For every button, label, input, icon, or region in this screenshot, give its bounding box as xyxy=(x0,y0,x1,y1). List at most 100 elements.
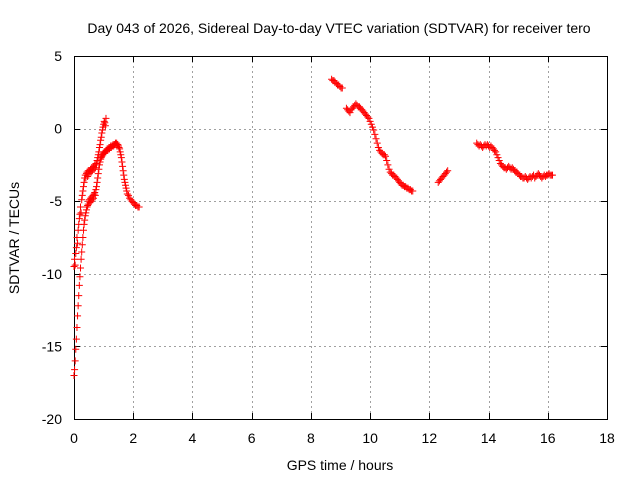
data-point xyxy=(84,173,92,181)
data-point xyxy=(74,302,82,310)
data-point xyxy=(384,161,392,169)
y-tick-label: -20 xyxy=(42,411,62,427)
y-tick-label: 5 xyxy=(54,48,62,64)
data-point xyxy=(98,129,106,137)
data-point xyxy=(374,143,382,151)
data-point xyxy=(97,136,105,144)
chart-title: Day 043 of 2026, Sidereal Day-to-day VTE… xyxy=(87,20,590,36)
data-point xyxy=(94,170,102,178)
data-point xyxy=(77,203,85,211)
x-tick-label: 14 xyxy=(481,430,497,446)
data-point xyxy=(87,168,95,176)
data-point xyxy=(90,194,98,202)
data-point xyxy=(95,143,103,151)
data-point xyxy=(366,117,374,125)
data-point xyxy=(367,120,375,128)
data-point xyxy=(113,139,121,147)
data-point xyxy=(84,200,92,208)
data-point xyxy=(115,143,123,151)
data-point xyxy=(76,210,84,218)
data-point xyxy=(71,261,79,269)
data-point xyxy=(91,188,99,196)
data-point xyxy=(82,206,90,214)
data-point xyxy=(116,148,124,156)
data-point xyxy=(123,190,131,198)
x-tick-label: 8 xyxy=(307,430,315,446)
y-tick-label: -15 xyxy=(42,338,62,354)
data-point xyxy=(96,158,104,166)
data-point xyxy=(82,209,90,217)
data-point xyxy=(370,126,378,134)
data-point xyxy=(74,312,82,320)
data-point xyxy=(383,157,391,165)
data-point xyxy=(95,161,103,169)
data-point xyxy=(409,187,417,195)
data-point xyxy=(123,187,131,195)
data-point xyxy=(492,148,500,156)
data-point xyxy=(71,357,79,365)
data-point xyxy=(71,255,79,263)
data-point xyxy=(495,157,503,165)
data-point xyxy=(79,226,87,234)
data-point xyxy=(97,155,105,163)
x-tick-label: 0 xyxy=(70,430,78,446)
data-point xyxy=(346,109,354,117)
data-point xyxy=(75,292,83,300)
data-point xyxy=(93,183,101,191)
data-point xyxy=(100,117,108,125)
data-point xyxy=(72,249,80,257)
data-point xyxy=(371,130,379,138)
data-point xyxy=(83,203,91,211)
data-point xyxy=(444,167,452,175)
x-axis: 0 2 4 6 8 10 12 14 16 18 xyxy=(70,56,615,446)
data-points xyxy=(70,75,557,379)
data-point xyxy=(368,123,376,131)
data-point xyxy=(101,122,109,130)
data-point xyxy=(365,114,373,122)
data-point xyxy=(79,183,87,191)
data-point xyxy=(92,186,100,194)
data-point xyxy=(100,120,108,128)
y-axis: -20 -15 -10 -5 0 5 xyxy=(42,48,607,427)
data-point xyxy=(122,181,130,189)
data-point xyxy=(95,148,103,156)
data-point xyxy=(382,152,390,160)
data-point xyxy=(76,273,84,281)
data-point xyxy=(72,345,80,353)
data-point xyxy=(102,114,110,122)
data-point xyxy=(116,145,124,153)
data-point xyxy=(101,119,109,127)
data-point xyxy=(97,154,105,162)
data-point xyxy=(72,335,80,343)
data-point xyxy=(78,196,86,204)
data-point xyxy=(490,146,498,154)
data-point xyxy=(443,168,451,176)
data-point xyxy=(75,215,83,223)
data-point xyxy=(88,196,96,204)
data-point xyxy=(80,178,88,186)
x-tick-label: 12 xyxy=(422,430,438,446)
data-point xyxy=(81,216,89,224)
data-point xyxy=(78,191,86,199)
x-tick-label: 2 xyxy=(129,430,137,446)
data-point xyxy=(119,167,127,175)
data-point xyxy=(385,165,393,173)
y-tick-label: -10 xyxy=(42,266,62,282)
data-point xyxy=(70,371,78,379)
data-point xyxy=(98,126,106,134)
data-point xyxy=(97,133,105,141)
data-point xyxy=(118,158,126,166)
data-point xyxy=(71,366,79,374)
data-point xyxy=(92,159,100,167)
data-point xyxy=(70,263,78,271)
data-point xyxy=(72,244,80,252)
y-tick-label: 0 xyxy=(54,121,62,137)
data-point xyxy=(493,151,501,159)
data-point xyxy=(73,324,81,332)
data-point xyxy=(96,141,104,149)
data-point xyxy=(494,154,502,162)
x-tick-label: 4 xyxy=(189,430,197,446)
data-point xyxy=(77,255,85,263)
data-point xyxy=(373,139,381,147)
